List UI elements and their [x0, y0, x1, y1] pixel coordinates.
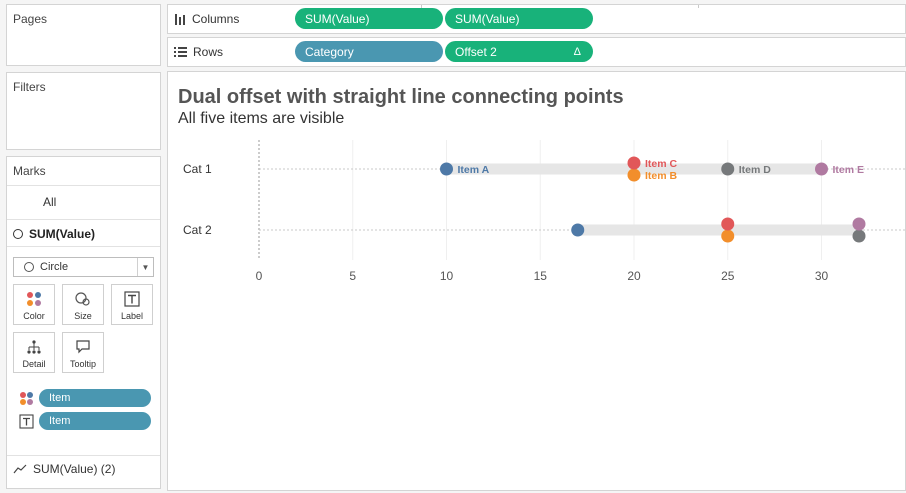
rows-shelf[interactable]: Rows Category Offset 2 Δ — [167, 37, 906, 67]
viz-view: Dual offset with straight line connectin… — [167, 71, 906, 491]
point-label: Item C — [645, 158, 678, 170]
rows-pill-offset-2[interactable]: Offset 2 Δ — [445, 41, 593, 62]
data-point — [815, 162, 828, 176]
marks-title: Marks — [13, 164, 46, 178]
rows-shelf-label: Rows — [174, 45, 223, 59]
divider — [7, 246, 160, 247]
data-point — [571, 223, 585, 237]
point-label: Item A — [458, 164, 490, 176]
point-label: Item E — [833, 164, 865, 176]
tooltip-speech-icon — [76, 340, 90, 354]
color-item-pill[interactable]: Item — [39, 389, 151, 407]
filters-card[interactable]: Filters — [6, 72, 161, 150]
tooltip-button[interactable]: Tooltip — [62, 332, 104, 373]
tooltip-button-label: Tooltip — [69, 359, 96, 369]
circle-mark-icon — [13, 229, 23, 239]
color-button-label: Color — [23, 311, 45, 321]
color-button[interactable]: Color — [13, 284, 55, 325]
mark-type-value: Circle — [40, 261, 69, 273]
detail-hierarchy-icon — [27, 340, 41, 354]
data-point — [852, 229, 866, 243]
color-palette-icon — [20, 391, 33, 405]
marks-tab-all[interactable]: All — [43, 195, 57, 209]
x-tick-label: 15 — [534, 269, 548, 283]
pill-label: SUM(Value) — [455, 11, 520, 26]
divider — [7, 455, 160, 456]
point-label: Item D — [739, 164, 772, 176]
marks-tab-sum-value[interactable]: SUM(Value) — [13, 227, 95, 241]
table-calc-delta-icon: Δ — [573, 45, 581, 58]
columns-shelf[interactable]: Columns SUM(Value) SUM(Value) — [167, 4, 906, 34]
data-point — [721, 162, 735, 176]
label-text-icon — [124, 291, 140, 307]
columns-label-text: Columns — [192, 12, 240, 26]
range-bar — [577, 224, 859, 236]
columns-pill-sum-value-1[interactable]: SUM(Value) — [295, 8, 443, 29]
data-point — [627, 156, 641, 170]
point-label: Item B — [645, 170, 678, 182]
marks-tab-sum-value-2[interactable]: SUM(Value) (2) — [13, 462, 115, 476]
size-button[interactable]: Size — [62, 284, 104, 325]
x-tick-label: 20 — [627, 269, 641, 283]
detail-button-label: Detail — [22, 359, 46, 369]
data-point — [721, 217, 735, 231]
x-tick-label: 10 — [440, 269, 454, 283]
category-label: Cat 2 — [183, 223, 212, 237]
pages-card[interactable]: Pages — [6, 4, 161, 66]
divider — [421, 5, 422, 8]
data-point — [627, 168, 641, 182]
divider — [698, 5, 699, 8]
pill-label: Offset 2 — [455, 44, 497, 59]
columns-pill-sum-value-2[interactable]: SUM(Value) — [445, 8, 593, 29]
columns-icon — [175, 13, 185, 25]
view-title: Dual offset with straight line connectin… — [178, 86, 624, 108]
x-tick-label: 30 — [815, 269, 829, 283]
size-button-label: Size — [74, 311, 92, 321]
color-field-row: Item — [19, 389, 151, 407]
label-text-icon — [19, 413, 34, 429]
rows-icon — [174, 47, 187, 57]
mark-type-dropdown[interactable]: Circle ▼ — [13, 257, 154, 277]
marks-measure-2-label: SUM(Value) (2) — [33, 462, 116, 476]
pages-title: Pages — [13, 12, 48, 26]
marks-card: Marks All SUM(Value) Circle ▼ Color — [6, 156, 161, 489]
chevron-down-icon[interactable]: ▼ — [137, 258, 153, 276]
x-tick-label: 5 — [349, 269, 356, 283]
line-mark-icon — [13, 464, 27, 474]
data-point — [440, 162, 453, 176]
divider — [7, 185, 160, 186]
circle-mark-icon — [24, 262, 34, 272]
detail-button[interactable]: Detail — [13, 332, 55, 373]
color-palette-icon — [27, 292, 41, 306]
marks-measure-label: SUM(Value) — [29, 227, 96, 241]
pill-label: Category — [305, 44, 354, 59]
columns-shelf-label: Columns — [174, 12, 239, 26]
label-button-label: Label — [120, 311, 144, 321]
x-tick-label: 25 — [721, 269, 735, 283]
x-tick-label: 0 — [256, 269, 263, 283]
data-point — [852, 217, 866, 231]
data-point — [721, 229, 735, 243]
pill-label: SUM(Value) — [305, 11, 370, 26]
rows-pill-category[interactable]: Category — [295, 41, 443, 62]
view-subtitle: All five items are visible — [178, 110, 345, 127]
label-item-pill[interactable]: Item — [39, 412, 151, 430]
divider — [7, 219, 160, 220]
rows-label-text: Rows — [193, 45, 224, 59]
category-label: Cat 1 — [183, 162, 212, 176]
label-button[interactable]: Label — [111, 284, 153, 325]
filters-title: Filters — [13, 80, 46, 94]
label-field-row: Item — [19, 412, 151, 430]
size-icon — [75, 292, 90, 306]
